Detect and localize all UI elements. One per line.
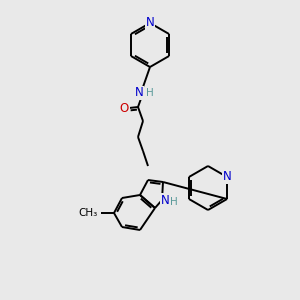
Text: O: O (119, 101, 129, 115)
Text: N: N (223, 170, 231, 184)
Text: N: N (146, 16, 154, 29)
Text: H: H (146, 88, 154, 98)
Text: N: N (160, 194, 169, 206)
Text: H: H (170, 197, 178, 207)
Text: CH₃: CH₃ (79, 208, 98, 218)
Text: N: N (135, 86, 143, 100)
